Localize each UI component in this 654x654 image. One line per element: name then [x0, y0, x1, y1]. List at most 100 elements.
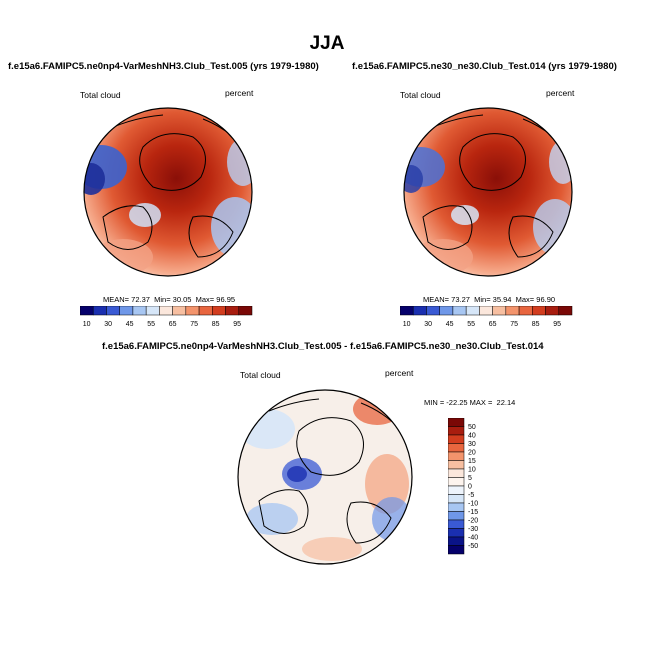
panel-3-colorbar-tick-label: -10: [468, 501, 478, 508]
panel-2-colorbar-tick-label: 55: [467, 321, 475, 328]
panel-3-colorbar-tick-label: -20: [468, 518, 478, 525]
panel-1-colorbar-swatch: [132, 306, 147, 316]
panel-2-colorbar-swatch: [518, 306, 533, 316]
panel-2-coastline-greenland: [422, 205, 473, 250]
panel-1-colorbar-tick-label: 55: [147, 321, 155, 328]
panel-2-colorbar-tick-label: 85: [532, 321, 540, 328]
panel-3-colorbar-swatch: [448, 443, 465, 453]
panel-3-colorbar-tick-label: -40: [468, 535, 478, 542]
panel-3-colorbar-tick-label: -15: [468, 509, 478, 516]
panel-1-colorbar-swatch: [225, 306, 240, 316]
panel-3-colorbar-swatch: [448, 494, 465, 504]
panel-1-colorbar-tick-label: 65: [169, 321, 177, 328]
panel-3-colorbar-swatch: [448, 528, 465, 538]
panel-1-low-region-west-core: [84, 163, 105, 195]
panel-1-colorbar-swatch: [198, 306, 213, 316]
panel-3-colorbar-swatch: [448, 536, 465, 546]
panel-1-coastline-europe: [188, 215, 234, 258]
panel-1-colorbar: 10 30 45 55 65 75 85 95: [80, 306, 253, 328]
panel-1-colorbar-swatch: [212, 306, 226, 316]
panel-2-colorbar-swatch: [532, 306, 546, 316]
panel-3-colorbar-swatch: [448, 519, 465, 529]
panel-3-variable-label: Total cloud: [240, 370, 281, 380]
panel-3-region-sw-negative: [246, 503, 298, 535]
panel-3-coastline-europe: [346, 501, 392, 544]
panel-2-map-border: [403, 107, 573, 277]
panel-3-colorbar-tick-label: 0: [468, 484, 472, 491]
panel-1-map-border: [83, 107, 253, 277]
panel-1-colorbar-swatch: [119, 306, 134, 316]
panel-3-colorbar-swatch: [448, 545, 465, 555]
panel-1-polar-map: [83, 107, 253, 277]
panel-3-colorbar-swatch: [448, 460, 465, 470]
panel-3-units-label: percent: [385, 368, 414, 378]
panel-2-colorbar-tick-label: 75: [510, 321, 518, 328]
panel-3-colorbar-tick-label: 5: [468, 475, 472, 482]
panel-2-colorbar-swatch: [545, 306, 560, 316]
page-title: JJA: [309, 33, 345, 54]
panel-3-colorbar-swatch: [448, 418, 465, 427]
panel-2-colorbar-swatch: [465, 306, 480, 316]
panel-2-colorbar-tick-label: 45: [446, 321, 454, 328]
panel-3-region-south-positive: [302, 537, 362, 561]
panel-3-colorbar-tick-label: -5: [468, 492, 474, 499]
panel-2-low-region-center: [451, 205, 479, 225]
panel-2-colorbar: 10 30 45 55 65 75 85 95: [400, 306, 573, 328]
panel-3-polar-map: [237, 389, 413, 565]
panel-1-colorbar-tick-label: 75: [190, 321, 198, 328]
panel-3-colorbar-swatch: [448, 468, 465, 478]
panel-2-colorbar-tick-label: 95: [553, 321, 561, 328]
panel-2-colorbar-tick-label: 65: [489, 321, 497, 328]
panel-3-colorbar-tick-label: 40: [468, 433, 476, 440]
panel-2-coastline-arctic: [459, 133, 526, 191]
panel-3-colorbar-tick-label: 20: [468, 450, 476, 457]
panel-3-region-center-negative-core: [287, 466, 307, 482]
panel-1-colorbar-swatch: [80, 306, 94, 316]
panel-3-stats: MIN = -22.25 MAX = 22.14: [424, 398, 516, 407]
panel-3-colorbar-tick-label: 30: [468, 441, 476, 448]
panel-2-colorbar-swatch: [479, 306, 493, 316]
panel-3-colorbar-tick-label: -50: [468, 543, 478, 550]
panel-3-colorbar-swatch: [448, 451, 465, 461]
panel-2-polar-map: [403, 107, 573, 277]
panel-1-colorbar-swatch: [185, 306, 200, 316]
panel-2-colorbar-tick-label: 10: [403, 321, 411, 328]
panel-3-title: f.e15a6.FAMIPC5.ne0np4-VarMeshNH3.Club_T…: [102, 341, 544, 352]
panel-3-colorbar-swatch: [448, 511, 465, 521]
panel-2-colorbar-swatch: [400, 306, 414, 316]
panel-3-region-nw: [239, 409, 295, 449]
panel-2-colorbar-swatch: [439, 306, 454, 316]
panel-3-colorbar-tick-label: 15: [468, 458, 476, 465]
panel-1-coastline-greenland: [102, 205, 153, 250]
panel-3-colorbar-swatch: [448, 426, 465, 436]
panel-1-colorbar-swatch: [172, 306, 187, 316]
panel-2-variable-label: Total cloud: [400, 90, 441, 100]
panel-3-region-se-negative: [372, 497, 412, 541]
panel-1-units-label: percent: [225, 88, 254, 98]
panel-3-map-border: [237, 389, 413, 565]
panel-3-colorbar-swatch: [448, 502, 465, 512]
panel-1-colorbar-swatch: [92, 306, 107, 316]
panel-1-colorbar-tick-label: 45: [126, 321, 134, 328]
panel-2-colorbar-swatch: [452, 306, 467, 316]
panel-1-low-region-center: [129, 203, 161, 227]
panel-2-colorbar-swatch: [412, 306, 427, 316]
panel-2-units-label: percent: [546, 88, 575, 98]
panel-3-coastline-greenland: [258, 489, 309, 534]
panel-2-stats: MEAN= 73.27 Min= 35.94 Max= 96.90: [423, 295, 556, 304]
panel-1-stats: MEAN= 72.37 Min= 30.05 Max= 96.95: [103, 295, 236, 304]
panel-2-colorbar-swatch: [558, 306, 573, 316]
panel-3-colorbar-swatch: [448, 477, 465, 487]
panel-3-colorbar-swatch: [448, 434, 465, 444]
panel-1-coastline-arctic: [139, 133, 206, 191]
panel-1-colorbar-swatch: [238, 306, 253, 316]
panel-3-colorbar-tick-label: -30: [468, 526, 478, 533]
panel-1-colorbar-tick-label: 30: [104, 321, 112, 328]
panel-3-coastline-arctic: [296, 417, 364, 476]
panel-2-colorbar-swatch: [505, 306, 520, 316]
panel-1-colorbar-tick-label: 85: [212, 321, 220, 328]
panel-1-variable-label: Total cloud: [80, 90, 121, 100]
panel-3-colorbar-tick-label: 10: [468, 467, 476, 474]
panel-1-colorbar-swatch: [145, 306, 160, 316]
